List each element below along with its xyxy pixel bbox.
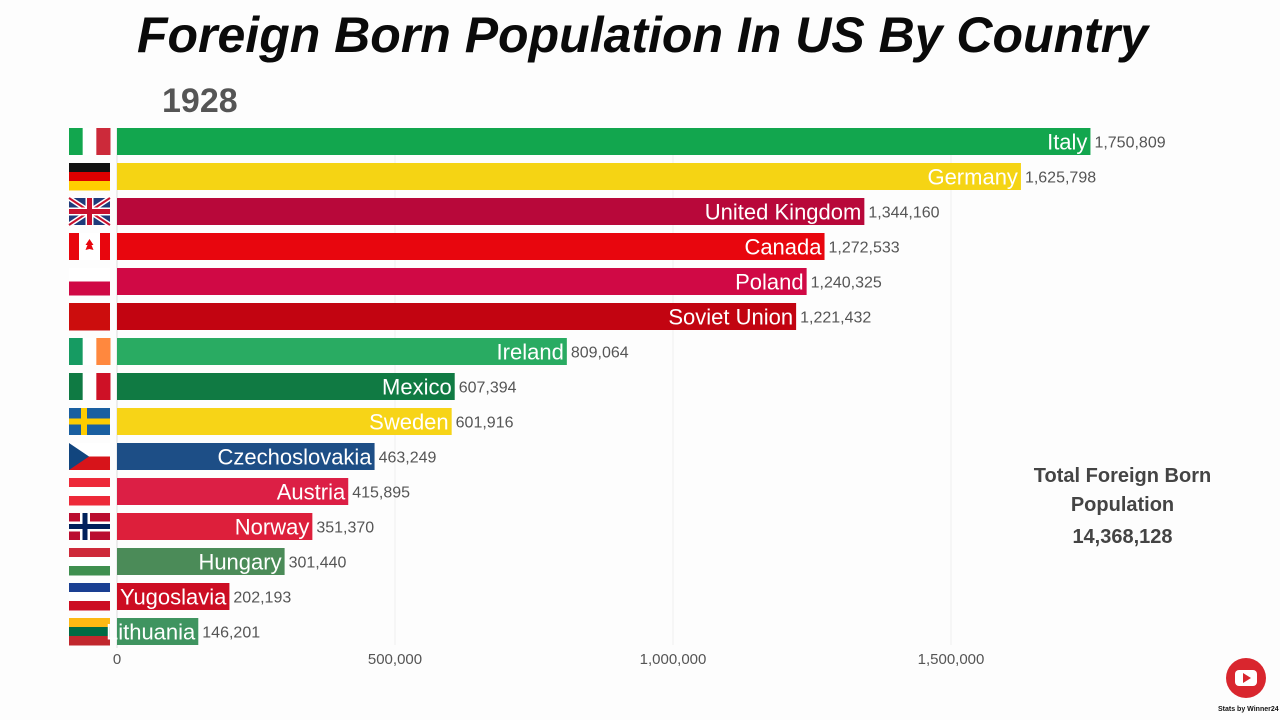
bar-ireland xyxy=(117,338,567,365)
value-label: 351,370 xyxy=(316,520,374,537)
bar-label: Mexico xyxy=(382,375,452,400)
x-tick-label: 1,500,000 xyxy=(918,651,985,668)
value-label: 1,344,160 xyxy=(868,205,939,222)
value-label: 463,249 xyxy=(379,450,437,467)
total-label-line2: Population xyxy=(1070,494,1175,516)
bar-yugoslavia xyxy=(117,583,230,610)
value-label: 1,750,809 xyxy=(1094,135,1165,152)
bar-label: Germany xyxy=(927,165,1017,190)
youtube-play-icon xyxy=(1226,658,1266,698)
x-tick-label: 500,000 xyxy=(368,651,422,668)
bar-united-kingdom xyxy=(117,198,865,225)
bar-label: Norway xyxy=(235,515,310,540)
flag-icon-ireland xyxy=(69,338,111,365)
bar-lithuania xyxy=(117,618,199,645)
value-label: 607,394 xyxy=(459,380,517,397)
total-label-line1: Total Foreign Born xyxy=(1033,465,1212,487)
bar-label: United Kingdom xyxy=(705,200,862,225)
bar-label: Soviet Union xyxy=(668,305,793,330)
bar-mexico xyxy=(117,373,455,400)
flag-icon-italy xyxy=(69,128,111,155)
flag-icon-czechoslovakia xyxy=(69,443,110,470)
bar-label: Poland xyxy=(735,270,804,295)
flag-icon-poland xyxy=(69,268,110,296)
value-label: 601,916 xyxy=(456,415,514,432)
value-label: 1,240,325 xyxy=(811,275,882,292)
youtube-logo: Stats by Winner24 xyxy=(1218,658,1279,713)
flag-icon-lithuania xyxy=(69,618,110,646)
bar-label: Ireland xyxy=(497,340,564,365)
watermark-text: Stats by Winner24 xyxy=(1218,706,1279,713)
bar-label: Lithuania xyxy=(106,620,196,645)
total-value: 14,368,128 xyxy=(1072,526,1173,548)
year-label: 1928 xyxy=(162,82,238,120)
x-tick-label: 1,000,000 xyxy=(640,651,707,668)
bar-label: Canada xyxy=(744,235,822,260)
bar-poland xyxy=(117,268,807,295)
bar-czechoslovakia xyxy=(117,443,375,470)
total-panel: Total Foreign Born Population 14,368,128 xyxy=(1010,462,1235,552)
bar-italy xyxy=(117,128,1091,155)
bar-label: Czechoslovakia xyxy=(217,445,372,470)
x-tick-label: 0 xyxy=(113,651,121,668)
chart-title: Foreign Born Population In US By Country xyxy=(136,7,1149,63)
flag-icon-yugoslavia xyxy=(69,583,110,611)
bar-label: Sweden xyxy=(369,410,449,435)
value-label: 1,625,798 xyxy=(1025,170,1096,187)
value-label: 301,440 xyxy=(289,555,347,572)
bar-label: Austria xyxy=(277,480,346,505)
flag-icon-mexico xyxy=(69,373,111,400)
value-label: 146,201 xyxy=(202,625,260,642)
flag-icon-united-kingdom xyxy=(67,195,112,228)
flag-icon-germany xyxy=(69,163,110,191)
flag-icon-soviet-union xyxy=(69,303,110,331)
flag-icon-austria xyxy=(69,478,110,506)
value-label: 809,064 xyxy=(571,345,629,362)
value-label: 1,221,432 xyxy=(800,310,871,327)
bar-label: Yugoslavia xyxy=(120,585,227,610)
bar-label: Italy xyxy=(1047,130,1087,155)
bar-label: Hungary xyxy=(198,550,281,575)
flag-icon-canada xyxy=(69,233,110,260)
bar-sweden xyxy=(117,408,452,435)
bar-austria xyxy=(117,478,349,505)
flag-icon-norway xyxy=(69,513,110,540)
value-label: 202,193 xyxy=(233,590,291,607)
bar-hungary xyxy=(117,548,285,575)
bar-canada xyxy=(117,233,825,260)
value-label: 1,272,533 xyxy=(829,240,900,257)
bar-norway xyxy=(117,513,313,540)
bar-soviet-union xyxy=(117,303,797,330)
bar-germany xyxy=(117,163,1021,190)
flag-icon-sweden xyxy=(69,408,110,435)
value-label: 415,895 xyxy=(352,485,410,502)
flag-icon-hungary xyxy=(69,548,110,576)
